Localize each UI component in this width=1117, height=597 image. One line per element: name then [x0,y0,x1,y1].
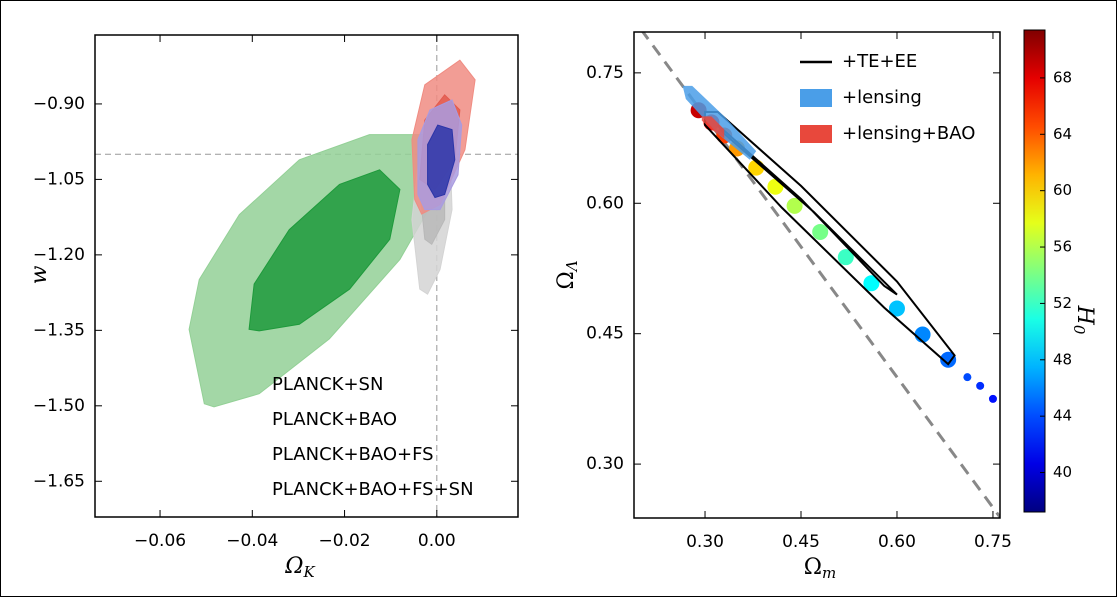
contour [704,110,956,366]
data-area [641,32,1000,518]
x-tick-label: 0.75 [974,532,1012,552]
y-tick-label: 0.30 [586,454,624,474]
x-tick-label: −0.04 [226,531,278,551]
axis-label: ΩΛ [554,260,581,289]
legend-swatch [800,125,832,143]
legend-label: +lensing+BAO [842,123,975,144]
axes-frame [633,31,1001,519]
x-tick-label: 0.30 [686,532,724,552]
axis-label-subscript: m [822,564,836,582]
axis-label-symbol: Ω [554,271,579,289]
contour [427,124,456,199]
axis-label: w [27,265,52,284]
contour [248,169,401,332]
colorbar-tick-label: 56 [1053,238,1072,256]
colorbar-tick-label: 68 [1053,68,1072,86]
sample-point [786,197,803,214]
colorbar-tick-label: 44 [1053,407,1072,425]
sample-point [940,351,957,368]
colorbar-tick-label: 60 [1053,181,1072,199]
sample-point [863,275,880,292]
axis-label: H0 [1070,305,1097,335]
axis-label: Ωm [804,555,836,582]
x-tick-label: 0.00 [418,531,456,551]
colorbar-tick-label: 52 [1053,294,1072,312]
axis-label-symbol: H [1072,305,1097,326]
y-tick-label: −1.35 [33,320,85,340]
colorbar-tick-label: 64 [1053,125,1072,143]
y-tick-label: −1.50 [33,396,85,416]
x-tick-label: −0.02 [319,531,371,551]
colorbar-tick-label: 48 [1053,350,1072,368]
contour [701,116,725,139]
axes-frame [94,34,519,518]
axis-label: ΩK [284,554,315,581]
colorbar-tick-label: 40 [1053,463,1072,481]
legend-label: PLANCK+BAO [272,409,397,430]
sample-point [914,326,931,343]
legend-label: PLANCK+SN [272,374,383,395]
axis-label-subscript: Λ [563,260,581,273]
y-tick-label: 0.75 [586,63,624,83]
legend-label: PLANCK+BAO+FS+SN [272,479,474,500]
x-tick-label: −0.06 [134,531,186,551]
sample-point [888,300,905,317]
colorbar [1023,29,1046,513]
y-tick-label: 0.60 [586,193,624,213]
sample-point [988,394,997,403]
x-tick-label: 0.45 [782,532,820,552]
y-tick-label: −1.65 [33,471,85,491]
y-tick-label: 0.45 [586,324,624,344]
plot-area: −0.06 −0.04 −0.02 0.00 −0.90 −1.05 −1.20 −1.35 −… [33,34,519,551]
x-tick-label: 0.60 [878,532,916,552]
legend-swatch [800,89,832,107]
sample-point [837,249,854,266]
legend-label: +TE+EE [842,51,917,72]
legend-label: PLANCK+BAO+FS [272,444,434,465]
sample-point [976,381,985,390]
y-tick-label: −1.20 [33,245,85,265]
y-tick-label: −0.90 [33,94,85,114]
legend-label: +lensing [842,87,922,108]
plot-area: 0.30 0.45 0.60 0.75 0.30 0.45 0.60 0.75 +TE+EE +l… [586,29,1072,552]
axis-label-subscript: K [303,563,316,581]
axis-label-symbol: Ω [284,554,303,579]
data-area [95,35,518,517]
axis-label-symbol: Ω [804,555,822,580]
sample-point [963,373,972,382]
y-tick-label: −1.05 [33,169,85,189]
sample-point [812,223,829,240]
axis-label-subscript: 0 [1070,325,1088,335]
contour [682,85,757,160]
